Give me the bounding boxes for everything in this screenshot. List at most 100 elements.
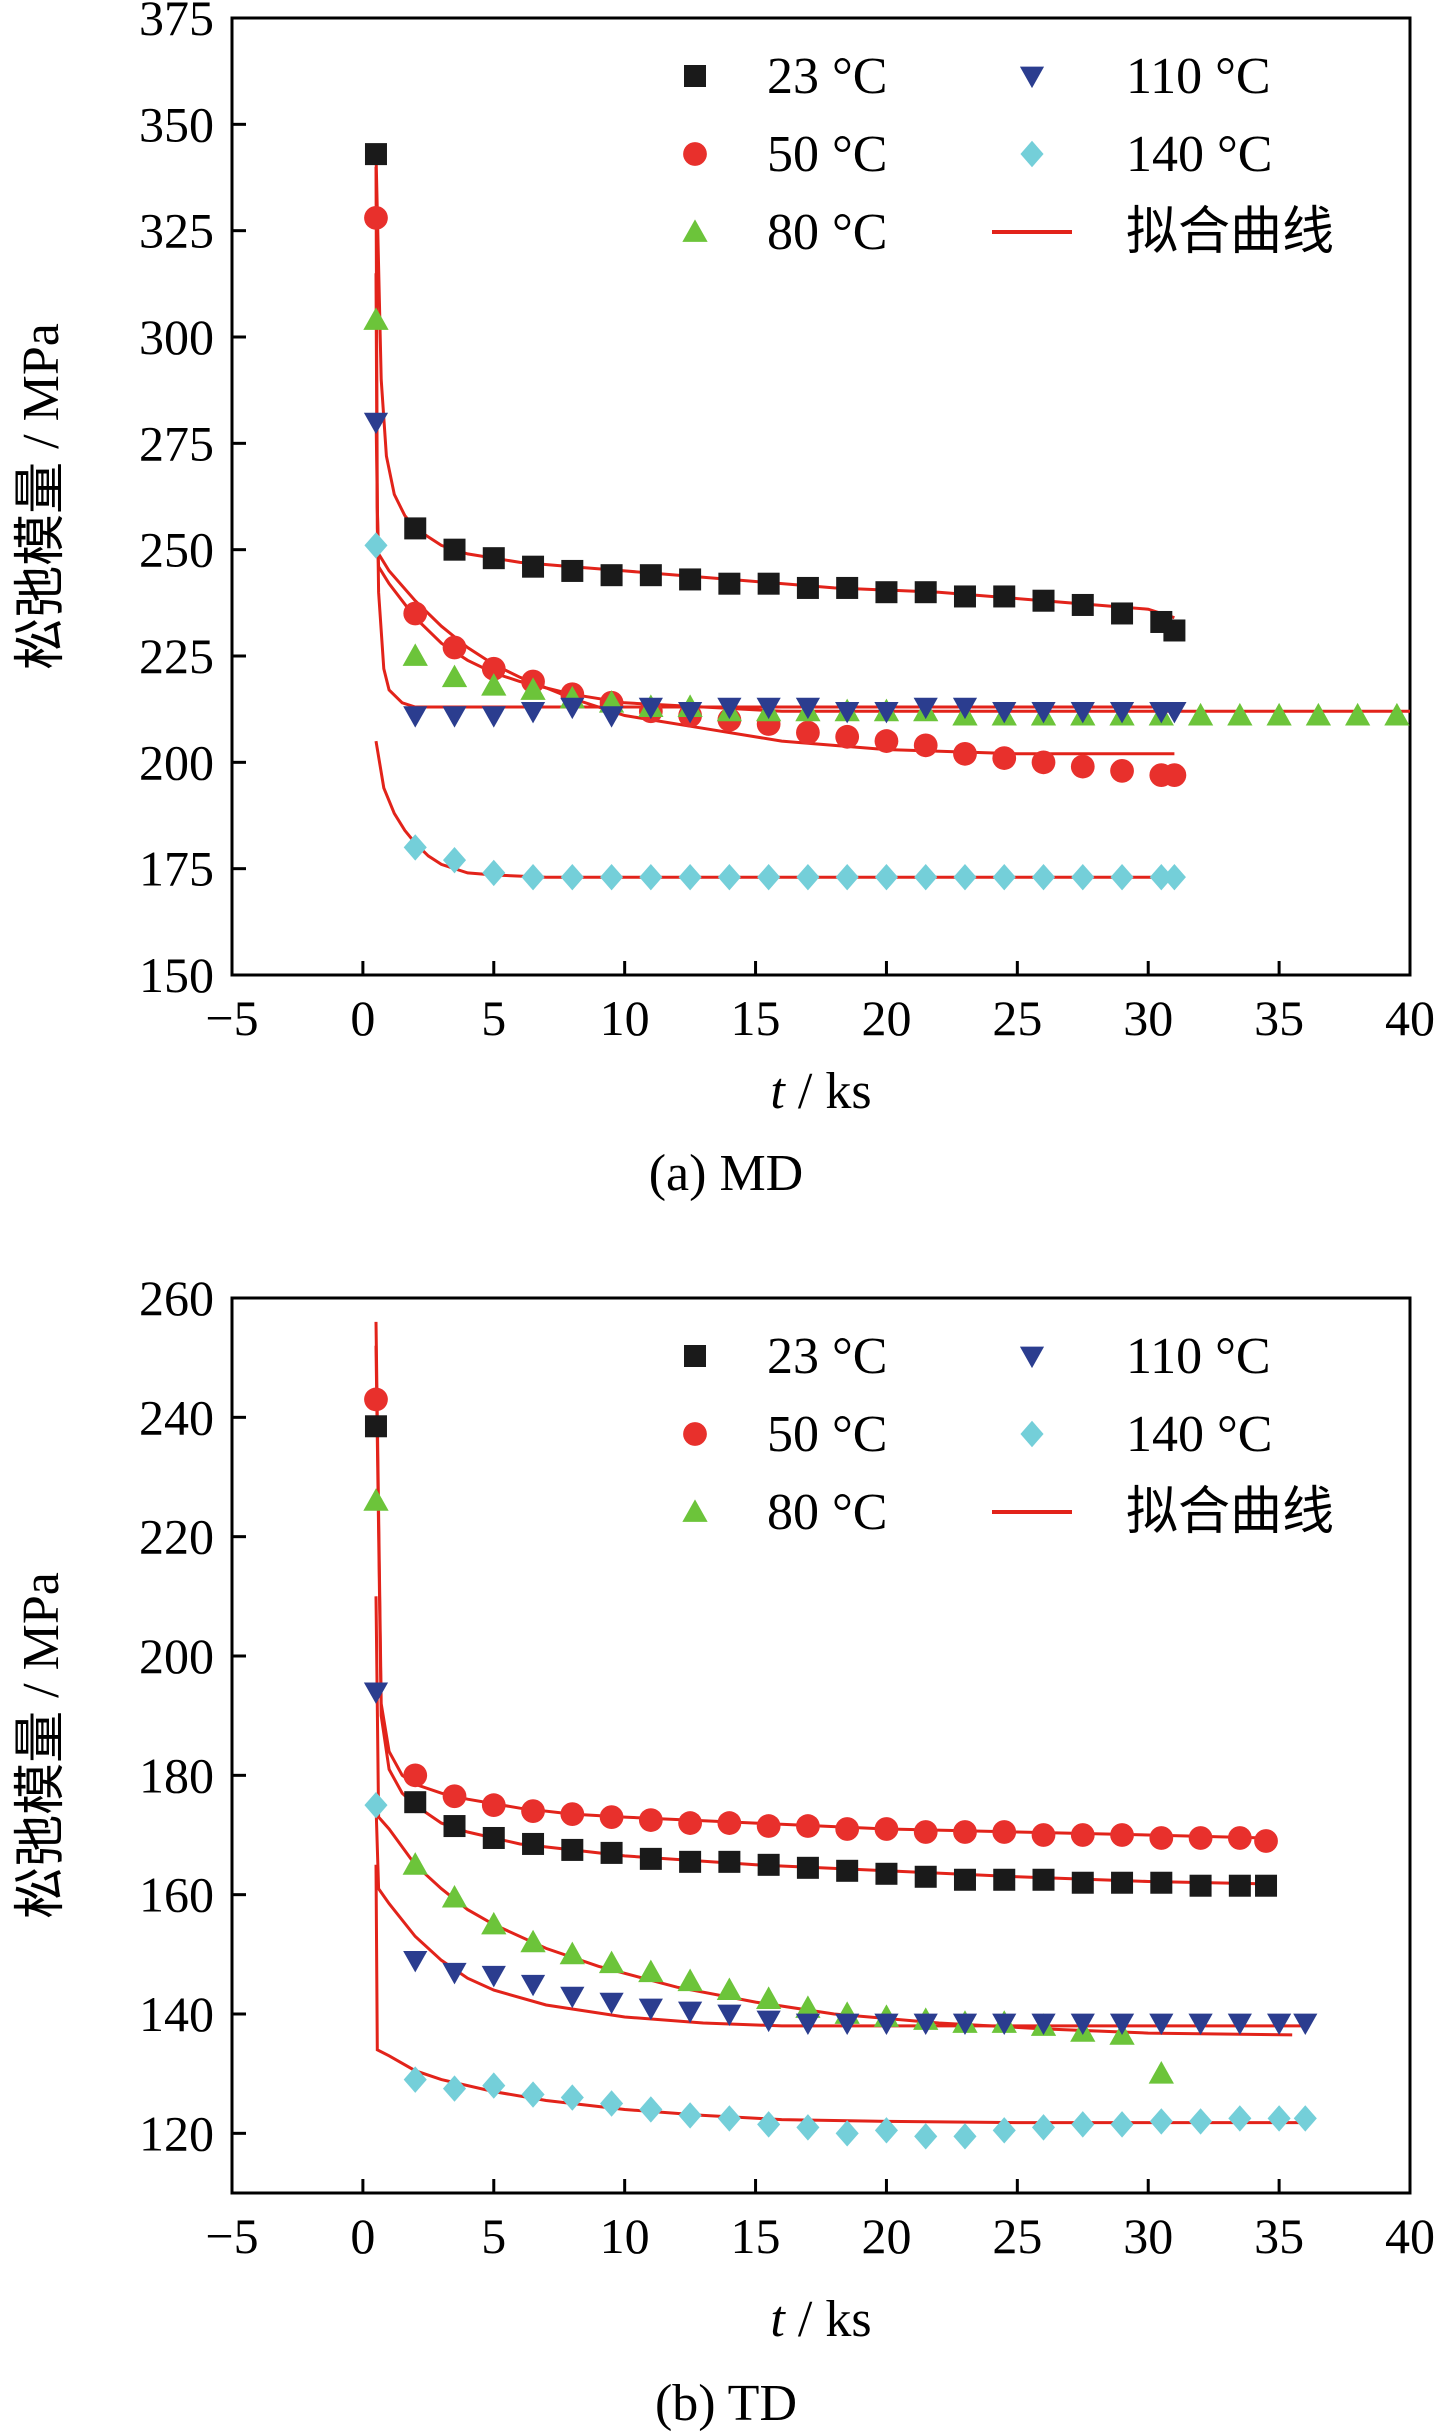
x-tick-label: 0 [350,990,375,1046]
data-point [1032,1868,1055,1891]
data-point [520,1974,546,1997]
legend-label: 23 °C [767,48,887,105]
data-point [1031,750,1056,775]
data-point [757,2111,781,2138]
data-point [717,2004,742,2027]
x-tick-label: 5 [481,990,506,1046]
data-point [560,1986,585,2009]
data-point [1162,863,1186,891]
legend-marker [683,1422,707,1446]
data-point [1110,863,1134,891]
data-point [1149,1826,1174,1850]
data-point [795,697,821,720]
data-point [443,538,466,561]
data-point [874,863,898,891]
data-point [1188,1826,1213,1850]
fit-curve-1 [374,166,1175,756]
data-point [402,1852,428,1875]
data-point [677,1968,703,1992]
legend-label: 拟合曲线 [1126,1484,1334,1541]
data-point [1189,2108,1213,2135]
data-point [875,1862,898,1885]
data-point [1071,2111,1095,2138]
x-tick-label: 15 [731,990,781,1046]
data-point [482,1826,505,1849]
data-point [1344,702,1371,726]
legend-marker [1019,66,1045,89]
x-tick-label: −5 [205,990,258,1046]
data-point [1149,2108,1173,2135]
data-point [914,2123,938,2150]
legend-marker [1020,1420,1044,1448]
y-tick-label: 275 [139,415,214,471]
y-tick-label: 200 [139,734,214,790]
legend-marker [684,1345,706,1367]
legend-label: 23 °C [767,1328,887,1385]
legend-label: 80 °C [767,1484,887,1541]
y-tick-label: 175 [139,841,214,897]
x-tick-label: 10 [600,990,650,1046]
data-point [481,1793,506,1818]
data-point [560,863,584,891]
data-point [1187,702,1214,726]
data-point [796,863,820,891]
data-point [1110,758,1134,783]
data-point [1189,1874,1212,1897]
legend-marker [684,65,706,87]
data-point [638,697,663,720]
series-2 [363,1488,1174,2084]
legend: 23 °C 50 °C 80 °C 110 °C 140 °C 拟合曲线 [682,1328,1334,1541]
x-tick-label: 20 [861,990,911,1046]
data-point [953,1820,977,1844]
data-point [482,547,505,570]
y-tick-label: 250 [139,522,214,578]
data-point [796,720,820,745]
data-point [520,1929,546,1953]
x-tick-label: 35 [1254,990,1304,1046]
data-point [757,572,780,595]
data-point [1031,2013,1056,2036]
data-point [441,664,468,688]
x-tick-label: 25 [992,2208,1042,2264]
data-point [1384,702,1410,726]
data-point [521,1799,545,1824]
x-tick-label: 30 [1123,2208,1173,2264]
data-point [1031,1823,1056,1847]
data-point [1071,863,1095,891]
data-point [559,1941,585,1965]
data-point [1110,2111,1134,2138]
data-point [1111,602,1134,625]
data-point [442,635,467,660]
data-point [600,564,623,587]
legend-label: 140 °C [1126,1406,1272,1463]
data-point [1162,763,1187,787]
data-point [1162,701,1187,724]
data-point [598,1950,625,1974]
x-tick-label: 20 [861,2208,911,2264]
y-axis-title: 松弛模量 / MPa [13,1572,70,1919]
y-tick-label: 325 [139,203,214,259]
legend-label: 80 °C [767,204,887,261]
data-point [874,2117,898,2144]
data-point [992,863,1016,891]
chart-panel-b: −5 0 5 10 15 20 25 30 35 40 120 140 160 180 200 220 240 2… [13,1270,1435,2432]
data-point [678,701,703,724]
data-point [1188,2013,1213,2036]
data-point [403,2066,427,2093]
data-point [482,2072,506,2099]
data-point [1228,1874,1251,1897]
data-point [1071,593,1094,616]
data-point [482,859,506,887]
data-point [1149,2013,1174,2036]
data-point [1228,2105,1252,2132]
data-point [1071,1871,1094,1894]
data-point [874,701,899,724]
data-point [1149,863,1173,891]
data-point [757,1853,780,1876]
data-point [364,143,387,166]
x-tick-label: 10 [600,2208,650,2264]
y-tick-label: 225 [139,628,214,684]
x-tick-label: 15 [731,2208,781,2264]
data-point [363,412,389,435]
